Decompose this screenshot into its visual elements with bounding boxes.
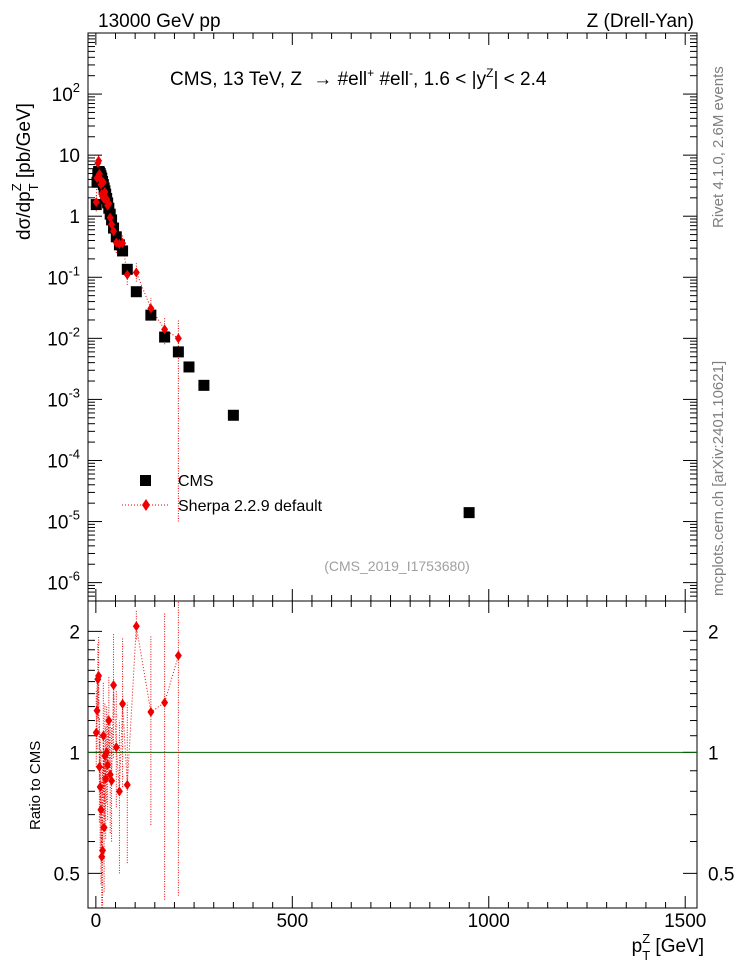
mc-data-point xyxy=(92,197,100,208)
mc-data-point xyxy=(110,226,118,237)
ratio-data-point xyxy=(97,804,105,815)
y-tick-label: 10-1 xyxy=(47,263,80,289)
legend-mc-label: Sherpa 2.2.9 default xyxy=(178,498,323,515)
ratio-data-point xyxy=(110,680,118,691)
ratio-data-point xyxy=(119,698,127,709)
main-frame xyxy=(87,32,698,602)
ratio-data-point xyxy=(100,822,108,833)
axes-layer: 0 500 1000 1500 10-6 10-5 10-4 10-3 10-2 10-1 1 10 1… xyxy=(47,32,734,932)
cms-data-point xyxy=(145,309,157,321)
x-axis-label: pZ T [GeV] xyxy=(632,931,704,963)
legend-cms-label: CMS xyxy=(178,473,214,490)
legend: CMS Sherpa 2.2.9 default xyxy=(122,473,323,515)
y-tick-label: 102 xyxy=(52,80,80,106)
ratio-data-point xyxy=(108,775,116,786)
cms-data-point xyxy=(159,331,171,343)
cms-data-point xyxy=(227,409,239,421)
mcplots-label: mcplots.cern.ch [arXiv:2401.10621] xyxy=(710,361,727,596)
ratio-data-point xyxy=(96,782,104,793)
y-tick-label: 1 xyxy=(69,207,80,228)
mc-data-point xyxy=(105,198,113,209)
ratio-data-point xyxy=(93,705,101,716)
analysis-watermark: (CMS_2019_I1753680) xyxy=(324,558,470,574)
ratio-data-point xyxy=(104,760,112,771)
ratio-tick-label-left: 0.5 xyxy=(54,864,80,885)
ratio-tick-label-right: 0.5 xyxy=(708,864,734,885)
marks-layer xyxy=(90,154,475,908)
y-tick-label: 10-5 xyxy=(47,508,80,534)
cms-data-point xyxy=(463,507,475,519)
header-right: Z (Drell-Yan) xyxy=(587,11,694,32)
y-axis-label: dσ/dpZ T [pb/GeV] xyxy=(9,103,41,240)
mc-data-point xyxy=(174,333,182,344)
ratio-data-point xyxy=(123,779,131,790)
ratio-data-point xyxy=(99,730,107,741)
cms-data-point xyxy=(198,379,210,391)
cms-data-point xyxy=(183,361,195,373)
rivet-label: Rivet 4.1.0, 2.6M events xyxy=(710,66,727,228)
x-tick-label: 1500 xyxy=(664,911,706,932)
mc-data-point xyxy=(161,324,169,335)
cms-data-point xyxy=(121,263,133,275)
mc-data-point xyxy=(99,177,107,188)
mc-data-point xyxy=(147,303,155,314)
ratio-data-point xyxy=(105,715,113,726)
cms-data-point xyxy=(110,231,122,243)
ratio-tick-label-left: 2 xyxy=(69,622,80,643)
mc-data-point xyxy=(95,155,103,166)
x-tick-label: 1000 xyxy=(468,911,510,932)
ratio-data-point xyxy=(161,697,169,708)
ratio-data-point xyxy=(102,773,110,784)
legend-cms-marker xyxy=(140,475,151,486)
ratio-tick-label-left: 1 xyxy=(69,743,80,764)
ratio-data-point xyxy=(174,650,182,661)
ratio-data-point xyxy=(92,727,100,738)
y-tick-label: 10-6 xyxy=(47,569,80,595)
y-tick-label: 10-2 xyxy=(47,324,80,350)
mc-data-point xyxy=(132,267,140,278)
ratio-data-point xyxy=(103,747,111,758)
x-tick-label: 500 xyxy=(276,911,308,932)
ratio-frame xyxy=(87,600,698,909)
header-left: 13000 GeV pp xyxy=(98,11,221,32)
mc-data-point xyxy=(119,238,127,249)
ratio-tick-label-right: 1 xyxy=(708,743,719,764)
ratio-series-line xyxy=(95,626,179,857)
ratio-data-point xyxy=(115,786,123,797)
mc-data-point xyxy=(123,269,131,280)
x-tick-label: 0 xyxy=(91,911,102,932)
cms-data-point xyxy=(117,245,129,257)
cms-data-point xyxy=(172,346,184,358)
ratio-data-point xyxy=(98,851,106,862)
cms-data-point xyxy=(130,286,142,298)
ratio-y-axis-label: Ratio to CMS xyxy=(27,741,44,830)
ratio-data-point xyxy=(95,670,103,681)
legend-mc-marker xyxy=(142,499,150,511)
y-tick-label: 10 xyxy=(59,146,80,167)
plot-title: CMS, 13 TeV, Z → #ell+ #ell-, 1.6 < |yZ|… xyxy=(170,66,547,90)
ratio-data-point xyxy=(132,621,140,632)
ratio-data-point xyxy=(99,845,107,856)
y-tick-label: 10-3 xyxy=(47,385,80,411)
ratio-tick-label-right: 2 xyxy=(708,622,719,643)
ratio-data-point xyxy=(95,761,103,772)
ratio-data-point xyxy=(147,707,155,718)
y-tick-label: 10-4 xyxy=(47,446,80,472)
ratio-data-point xyxy=(112,742,120,753)
